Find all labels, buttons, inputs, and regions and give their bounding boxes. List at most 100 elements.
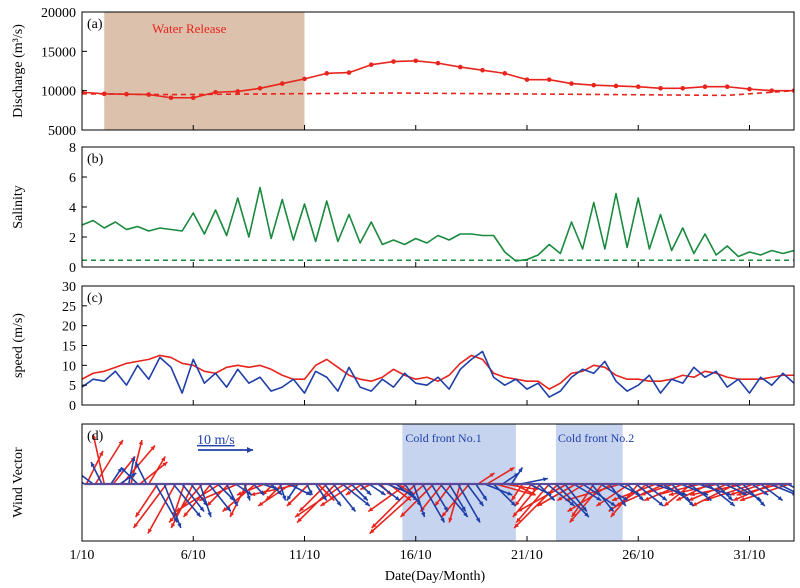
wind-vector-head	[369, 528, 375, 534]
wind-vector-head	[569, 501, 575, 506]
wind-vector-head	[729, 501, 735, 506]
y-axis-label: Salinity	[11, 185, 26, 229]
panel-4-letter: (d)	[87, 429, 104, 444]
wind-vector-head	[206, 501, 212, 506]
wind-vector-head	[345, 490, 351, 495]
discharge-point	[368, 62, 374, 68]
wind-vector-head	[138, 440, 143, 445]
wind-vector	[94, 439, 124, 485]
wind-vector	[441, 483, 470, 518]
wind-vector-head	[259, 490, 265, 495]
panel-4-marks	[82, 434, 794, 535]
wind-vector	[439, 483, 469, 518]
wind-vector-head	[511, 495, 516, 501]
wind-vector	[760, 483, 784, 502]
panel-3-series-2-line	[82, 350, 794, 398]
wind-vector-head	[690, 491, 695, 497]
wind-vector-head	[131, 456, 136, 462]
wind-vector-head	[363, 495, 368, 501]
wind-vector-head	[222, 506, 228, 512]
wind-vector	[680, 483, 709, 496]
wind-vector-head	[463, 512, 468, 517]
wind-vector-head	[286, 501, 292, 506]
wind-vector-head	[542, 477, 548, 482]
wind-vector	[486, 466, 515, 485]
wind-vector-head	[336, 501, 342, 506]
wind-vector-head	[277, 490, 283, 495]
wind-vector-head	[510, 501, 516, 506]
wind-vector	[130, 439, 143, 485]
y-tick-label: 2	[69, 231, 76, 246]
wind-vector-head	[233, 501, 238, 506]
x-tick-label: 21/10	[511, 548, 543, 563]
wind-vector-head	[567, 507, 573, 512]
wind-vector-head	[305, 491, 311, 495]
wind-vector-head	[676, 496, 682, 501]
wind-vector	[127, 456, 136, 485]
wind-vector-head	[733, 496, 739, 501]
discharge-point	[235, 89, 241, 94]
y-tick-label: 0	[69, 399, 76, 414]
wind-vector-head	[207, 512, 212, 517]
wind-vector-head	[516, 517, 521, 523]
wind-vector-head	[173, 517, 178, 523]
wind-vector	[92, 434, 106, 485]
wind-vector	[371, 483, 417, 529]
discharge-point	[502, 71, 508, 76]
wind-vector	[434, 483, 452, 507]
wind-vector	[236, 483, 265, 496]
wind-vector-head	[596, 496, 602, 501]
wind-vector	[635, 483, 665, 507]
wind-vector	[608, 483, 627, 507]
wind-vector-head	[571, 512, 577, 517]
wind-vector-head	[584, 512, 589, 517]
wind-vector-head	[183, 512, 189, 517]
wind-vector	[286, 483, 310, 507]
wind-vector-head	[150, 445, 156, 451]
wind-vector-head	[612, 496, 618, 501]
wind-vector	[208, 483, 232, 512]
wind-vector-head	[199, 506, 205, 512]
wind-vector-head	[448, 517, 453, 523]
wind-vector-head	[421, 512, 426, 517]
wind-vector	[412, 483, 426, 518]
wind-vector	[386, 483, 415, 496]
wind-vector-head	[662, 496, 667, 501]
wind-vector-head	[171, 523, 176, 528]
cold-front-2-shade	[555, 424, 623, 541]
wind-vector-head	[557, 496, 563, 501]
wind-vector-head	[395, 496, 400, 501]
wind-vector-head	[121, 467, 126, 473]
wind-vector-head	[644, 496, 650, 501]
wind-vector-head	[371, 523, 377, 528]
wind-vector-head	[740, 497, 746, 502]
wind-vector-head	[246, 495, 251, 501]
discharge-point	[346, 70, 352, 75]
wind-vector-head	[258, 501, 264, 506]
wind-vector-head	[92, 434, 97, 440]
wind-vector-head	[569, 517, 575, 523]
y-tick-label: 10	[62, 359, 76, 374]
text-labels: (a) 5000 10000 15000 20000 Discharge (m³/s) Wa…	[11, 6, 765, 584]
wind-vector	[199, 483, 212, 518]
y-tick-label: 4	[69, 201, 76, 216]
wind-vector-head	[295, 512, 301, 517]
discharge-point	[279, 81, 285, 86]
wind-vector	[671, 483, 695, 507]
wind-vector-head	[117, 467, 122, 473]
wind-vector-head	[622, 496, 628, 501]
y-axis-label: Wind Vector	[11, 447, 26, 518]
wind-vector	[134, 483, 159, 518]
wind-vector-head	[478, 501, 484, 506]
panel-3-series-1-line	[82, 354, 794, 390]
wind-vector-head	[482, 495, 487, 501]
wind-vector-head	[706, 496, 712, 501]
wind-vector	[430, 483, 449, 512]
wind-vector-head	[322, 495, 327, 501]
wind-vector-head	[489, 473, 495, 478]
wind-vector	[590, 483, 615, 512]
y-tick-label: 6	[69, 171, 76, 186]
wind-vector	[163, 483, 182, 529]
wind-vector	[729, 483, 764, 496]
discharge-point	[658, 86, 663, 91]
